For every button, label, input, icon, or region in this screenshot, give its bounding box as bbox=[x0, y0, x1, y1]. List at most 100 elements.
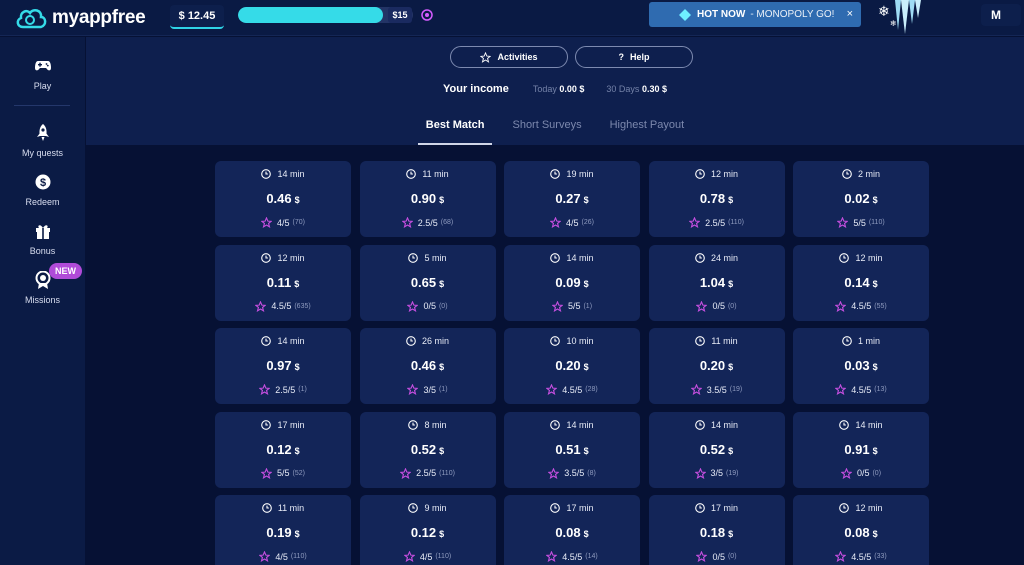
offer-payout: 0.52 $ bbox=[360, 442, 496, 457]
offer-duration-text: 9 min bbox=[424, 503, 447, 513]
offer-card[interactable]: 11 min 0.19 $4/5 (110) bbox=[215, 495, 351, 565]
sidebar-item-redeem[interactable]: $ Redeem bbox=[0, 173, 85, 207]
offer-duration-text: 26 min bbox=[421, 336, 449, 346]
goal-progress-fill bbox=[238, 7, 384, 23]
offer-rating: 0/5 (0) bbox=[793, 467, 929, 479]
offer-currency: $ bbox=[439, 278, 445, 289]
offer-card[interactable]: 14 min 0.91 $0/5 (0) bbox=[793, 411, 929, 488]
offer-payout: 0.90 $ bbox=[360, 191, 496, 206]
sidebar-item-label: My quests bbox=[21, 148, 63, 158]
offer-payout-value: 0.12 bbox=[266, 441, 292, 457]
offer-rating: 4/5 (110) bbox=[360, 551, 496, 562]
offer-card[interactable]: 8 min 0.52 $2.5/5 (110) bbox=[359, 411, 496, 488]
close-icon[interactable]: × bbox=[846, 8, 853, 20]
offer-payout-value: 1.04 bbox=[699, 274, 726, 290]
offer-card[interactable]: 11 min 0.90 $2.5/5 (68) bbox=[359, 161, 496, 237]
offer-payout-value: 0.03 bbox=[844, 358, 870, 373]
offer-card[interactable]: 5 min 0.65 $0/5 (0) bbox=[359, 244, 496, 321]
offer-rating-value: 0/5 bbox=[423, 301, 436, 311]
clock-icon bbox=[839, 503, 850, 513]
offer-card[interactable]: 1 min 0.03 $4.5/5 (13) bbox=[793, 328, 929, 404]
clock-icon bbox=[408, 252, 419, 263]
clock-icon bbox=[695, 336, 706, 346]
offer-card[interactable]: 12 min 0.14 $4.5/5 (55) bbox=[793, 244, 929, 321]
offer-currency: $ bbox=[294, 445, 300, 456]
offer-payout: 0.51 $ bbox=[504, 442, 640, 457]
tab-best-match[interactable]: Best Match bbox=[412, 119, 499, 145]
sidebar-item-my-quests[interactable]: My quests bbox=[0, 124, 85, 158]
offer-currency: $ bbox=[728, 278, 734, 289]
clock-icon bbox=[550, 503, 561, 513]
offer-rating: 5/5 (1) bbox=[504, 300, 640, 312]
star-rating-icon bbox=[835, 384, 847, 395]
offer-payout-value: 0.90 bbox=[410, 191, 437, 206]
offer-card[interactable]: 12 min 0.11 $4.5/5 (635) bbox=[215, 244, 351, 321]
offer-currency: $ bbox=[294, 278, 300, 289]
offer-currency: $ bbox=[728, 529, 734, 539]
star-rating-icon bbox=[694, 467, 706, 479]
offer-card[interactable]: 12 min 0.08 $4.5/5 (33) bbox=[793, 495, 929, 565]
offer-rating-count: (110) bbox=[439, 469, 455, 477]
income-today: Today 0.00 $ bbox=[533, 84, 585, 94]
offer-duration-text: 14 min bbox=[855, 419, 883, 430]
clock-icon bbox=[550, 252, 561, 263]
sidebar-item-bonus[interactable]: Bonus bbox=[0, 222, 85, 256]
offer-card[interactable]: 19 min 0.27 $4/5 (26) bbox=[504, 161, 640, 237]
balance-display[interactable]: $ 12.45 bbox=[170, 5, 224, 29]
offer-rating-count: (110) bbox=[435, 553, 452, 560]
tab-short-surveys[interactable]: Short Surveys bbox=[512, 119, 582, 131]
activities-button[interactable]: Activities bbox=[450, 46, 568, 68]
offer-payout: 0.52 $ bbox=[649, 442, 785, 457]
offer-card[interactable]: 26 min 0.46 $3/5 (1) bbox=[359, 328, 496, 404]
offer-payout: 0.12 $ bbox=[215, 442, 351, 457]
offer-payout-value: 0.46 bbox=[266, 191, 292, 206]
star-rating-icon bbox=[837, 217, 849, 228]
offer-rating: 4.5/5 (55) bbox=[793, 300, 929, 312]
offer-currency: $ bbox=[439, 195, 445, 205]
offer-card[interactable]: 17 min 0.08 $4.5/5 (14) bbox=[504, 495, 640, 565]
rocket-icon bbox=[36, 124, 49, 141]
offer-card[interactable]: 2 min 0.02 $5/5 (110) bbox=[793, 161, 929, 237]
offer-card[interactable]: 11 min 0.20 $3.5/5 (19) bbox=[648, 328, 785, 404]
offer-payout-value: 0.78 bbox=[699, 191, 726, 206]
offer-payout: 0.12 $ bbox=[360, 525, 496, 540]
offer-duration: 14 min bbox=[793, 420, 929, 430]
target-icon[interactable] bbox=[421, 9, 433, 21]
avatar[interactable]: M bbox=[981, 4, 1021, 26]
offer-rating-value: 4/5 bbox=[275, 551, 288, 562]
offer-rating: 5/5 (110) bbox=[793, 217, 929, 228]
offer-currency: $ bbox=[872, 195, 878, 205]
offer-card[interactable]: 14 min 0.52 $3/5 (19) bbox=[648, 411, 785, 488]
offer-rating: 2.5/5 (68) bbox=[360, 217, 496, 228]
sidebar: Play My quests $ Redeem bbox=[0, 37, 85, 565]
offer-card[interactable]: 24 min 1.04 $0/5 (0) bbox=[648, 244, 785, 321]
offer-rating-value: 2.5/5 bbox=[275, 384, 296, 395]
logo[interactable]: myappfree bbox=[14, 5, 146, 31]
offer-rating-count: (68) bbox=[440, 219, 454, 226]
offer-card[interactable]: 14 min 0.97 $2.5/5 (1) bbox=[215, 328, 351, 404]
sidebar-item-missions[interactable]: Missions bbox=[0, 271, 85, 305]
tab-highest-payout[interactable]: Highest Payout bbox=[609, 119, 685, 131]
offer-duration-text: 12 min bbox=[710, 169, 738, 179]
help-button[interactable]: ? Help bbox=[575, 46, 693, 68]
offer-card[interactable]: 9 min 0.12 $ 4/5 (110) bbox=[359, 495, 496, 565]
offer-rating: 0/5 (0) bbox=[649, 300, 785, 312]
top-bar: myappfree $ 12.45 $15 HOT NOW - MONOPOLY… bbox=[0, 0, 1024, 36]
dollar-icon: $ bbox=[35, 174, 50, 190]
offer-card[interactable]: 12 min 0.78 $2.5/5 (110) bbox=[648, 161, 785, 237]
offer-payout: 0.20 $ bbox=[504, 358, 640, 373]
hot-now-banner[interactable]: HOT NOW - MONOPOLY GO! × bbox=[649, 2, 861, 27]
sidebar-item-play[interactable]: Play bbox=[0, 57, 85, 91]
offer-duration: 14 min bbox=[215, 336, 351, 346]
offer-rating-count: (26) bbox=[581, 219, 594, 226]
offer-payout-value: 0.27 bbox=[555, 191, 581, 206]
offer-card[interactable]: 14 min 0.51 $3.5/5 (8) bbox=[504, 411, 640, 488]
offer-card[interactable]: 17 min 0.18 $0/5 (0) bbox=[648, 495, 785, 565]
offer-card[interactable]: 17 min 0.12 $5/5 (52) bbox=[215, 411, 351, 488]
offer-card[interactable]: 14 min 0.09 $5/5 (1) bbox=[504, 244, 640, 321]
offer-card[interactable]: 10 min 0.20 $4.5/5 (28) bbox=[504, 328, 640, 404]
offer-rating-value: 5/5 bbox=[567, 301, 581, 311]
star-rating-icon bbox=[259, 384, 271, 395]
offer-payout-value: 0.09 bbox=[555, 274, 581, 290]
offer-card[interactable]: 14 min 0.46 $4/5 (70) bbox=[215, 161, 351, 237]
